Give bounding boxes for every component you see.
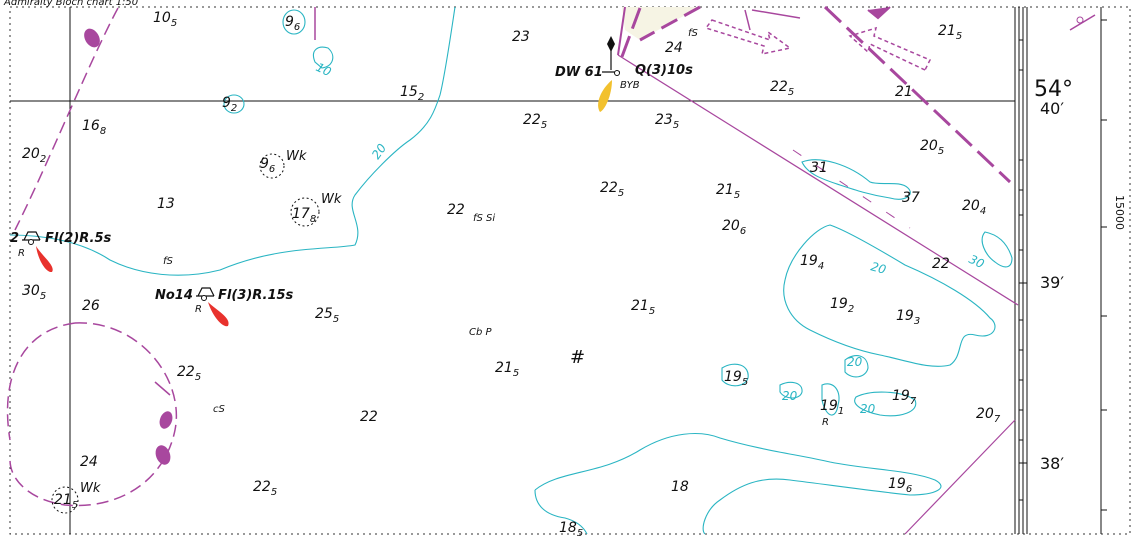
depth-sounding: 305 (22, 283, 46, 302)
seabed-label: fS (163, 256, 174, 267)
chart-neatline (9, 6, 1131, 535)
buoy-colour: R (18, 248, 25, 259)
wreck-label: Wk (80, 481, 101, 496)
depth-sounding: 191 (820, 398, 844, 417)
depth-sounding: 31 (810, 160, 828, 176)
wreck-label: Wk (286, 149, 307, 164)
depth-sounding: 225 (770, 79, 794, 98)
buoy-name: No14 (155, 288, 193, 303)
buoy-colour: R (195, 304, 202, 315)
buoy-2 (22, 231, 53, 273)
contour-label: 20 (847, 355, 863, 369)
depth-sounding: 152 (400, 84, 424, 103)
contour-label: 20 (782, 389, 798, 403)
depth-sounding: 215 (716, 182, 740, 201)
depth-sounding: 195 (724, 369, 748, 388)
latitude-min-38: 38′ (1040, 454, 1064, 473)
contour-label: 10 (314, 60, 334, 79)
depth-sounding: 37 (902, 190, 920, 206)
depth-sounding: 196 (888, 476, 912, 495)
foul-ground-symbol: # (570, 347, 585, 368)
depth-sounding: 235 (655, 112, 679, 131)
depth-sounding: 18 (671, 479, 689, 495)
contour-label: 30 (967, 252, 987, 271)
latitude-min-39: 39′ (1040, 273, 1064, 292)
depth-sounding: 215 (631, 298, 655, 317)
depth-sounding: 255 (315, 306, 339, 325)
depth-sounding: 92 (222, 95, 237, 114)
seabed-label: Cb P (469, 327, 493, 338)
wreck-symbols (51, 153, 320, 514)
contour-label: 20 (860, 402, 876, 416)
traffic-separation-scheme (314, 5, 1096, 535)
light-characteristic: Fl(2)R.5s (45, 231, 112, 246)
depth-sounding: 197 (892, 388, 917, 407)
shoal-area (622, 7, 700, 40)
chart-caption: Admiralty Bloch chart 1:50 (3, 0, 138, 8)
depth-sounding: 22 (360, 409, 378, 425)
seabed-label: fS Si (473, 213, 495, 224)
seabed-label: cS (213, 404, 225, 415)
depth-sounding: 26 (82, 298, 100, 314)
depth-sounding: 185 (559, 520, 583, 538)
depth-sounding: 24 (665, 40, 683, 56)
latitude-scale (1014, 7, 1107, 534)
depth-sounding: 204 (962, 198, 986, 217)
scale-label: 15000 (1113, 195, 1126, 230)
depth-sounding: 23 (512, 29, 530, 45)
seabed-label: R (822, 417, 829, 428)
wreck-label: Wk (321, 192, 342, 207)
contour-label: 20 (869, 259, 888, 277)
latitude-min-40: 40′ (1040, 99, 1064, 118)
light-characteristic: Fl(3)R.15s (218, 288, 294, 303)
light-characteristic: Q(3)10s (635, 63, 693, 78)
depth-sounding: 105 (153, 10, 177, 29)
depth-sounding: 202 (22, 146, 46, 165)
limit-circle (9, 322, 178, 507)
depth-sounding: 215 (495, 360, 519, 379)
depth-sounding: 205 (920, 138, 944, 157)
depth-sounding: 215 (54, 492, 78, 511)
light-flare-yellow (598, 80, 612, 112)
fishing-symbols (84, 28, 173, 465)
depth-sounding: 225 (600, 180, 624, 199)
contour-label: 20 (369, 141, 389, 162)
depth-sounding: 192 (830, 296, 854, 315)
buoy-colour: BYB (620, 80, 640, 91)
seabed-label: fS (688, 28, 699, 39)
buoy-dw61 (598, 36, 620, 112)
latitude-degrees: 54° (1034, 77, 1073, 102)
depth-sounding: 194 (800, 253, 824, 272)
buoy-name: DW 61 (555, 65, 603, 80)
depth-sounding: 207 (976, 406, 1001, 425)
depth-sounding: 225 (253, 479, 277, 498)
depth-sounding: 22 (932, 256, 950, 272)
depth-sounding: 96 (260, 156, 275, 175)
depth-sounding: 21 (895, 84, 913, 100)
depth-sounding: 13 (157, 196, 175, 212)
depth-sounding: 206 (722, 218, 746, 237)
depth-sounding: 225 (177, 364, 201, 383)
depth-sounding: 96 (285, 14, 300, 33)
light-flare-red (208, 302, 229, 327)
limit-line-left (14, 7, 119, 231)
depth-sounding: 168 (82, 118, 106, 137)
buoy-name: 2 (10, 231, 19, 246)
light-flare-red (36, 246, 53, 273)
depth-sounding: 193 (896, 308, 920, 327)
buoy-no14 (196, 287, 229, 327)
depth-sounding: 24 (80, 454, 98, 470)
depth-sounding: 215 (938, 23, 962, 42)
depth-sounding: 22 (447, 202, 465, 218)
depth-contours: 20 10 20 30 20 20 20 (9, 6, 1013, 535)
depth-sounding: 225 (523, 112, 547, 131)
